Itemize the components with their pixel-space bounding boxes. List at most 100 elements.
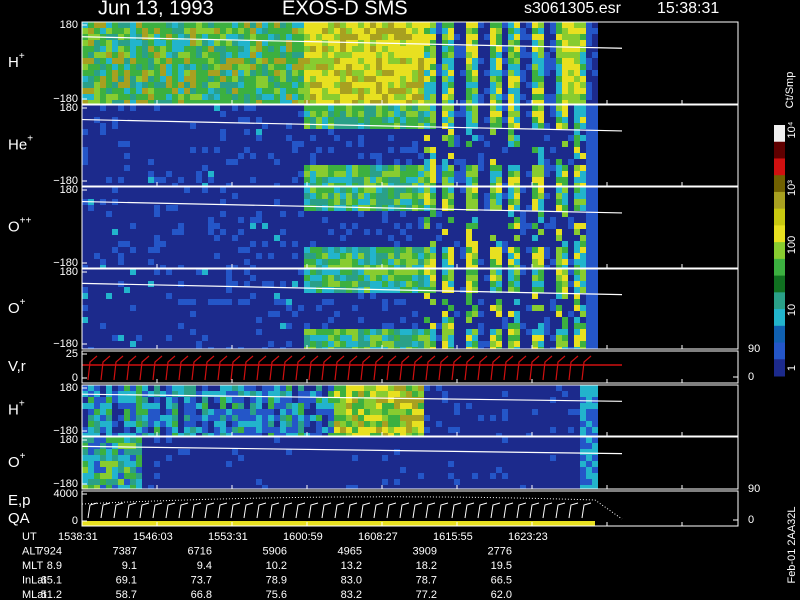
spectrogram-cell <box>586 275 592 281</box>
spectrogram-cell <box>142 341 148 347</box>
spectrogram-cell <box>550 247 556 253</box>
spectrogram-cell <box>172 165 178 171</box>
spectrogram-cell <box>508 94 514 100</box>
spectrogram-cell <box>190 76 196 82</box>
spectrogram-cell <box>460 241 466 247</box>
spectrogram-cell <box>226 88 232 94</box>
spectrogram-cell <box>526 335 532 341</box>
spectrogram-cell <box>220 82 226 88</box>
spectrogram-cell <box>358 111 364 117</box>
spectrogram-cell <box>574 22 580 28</box>
spectrogram-cell <box>496 269 502 275</box>
spectrogram-cell <box>346 165 352 171</box>
spectrogram-cell <box>484 269 490 275</box>
spectrogram-cell <box>550 111 556 117</box>
spectrogram-cell <box>244 177 250 183</box>
spectrogram-cell <box>514 111 520 117</box>
spectrogram-cell <box>448 235 454 241</box>
spectrogram-cell <box>292 165 298 171</box>
spectrogram-cell <box>514 52 520 58</box>
spectrogram-cell <box>298 335 304 341</box>
spectrogram-cell <box>268 70 274 76</box>
spectrogram-cell <box>160 153 166 159</box>
spectrogram-cell <box>100 40 106 46</box>
spectrogram-cell <box>568 177 574 183</box>
spectrogram-cell <box>586 58 592 64</box>
spectrogram-cell <box>322 28 328 34</box>
spectrogram-cell <box>358 100 364 104</box>
spectrogram-cell <box>448 159 454 165</box>
spectrogram-cell <box>274 287 280 293</box>
spectrogram-cell <box>340 34 346 40</box>
spectrogram-cell <box>418 217 424 223</box>
spectrogram-cell <box>280 223 286 229</box>
spectrogram-cell <box>148 193 154 199</box>
spectrogram-cell <box>112 183 118 186</box>
spectrogram-cell <box>532 235 538 241</box>
spectrogram-cell <box>532 253 538 259</box>
spectrogram-cell <box>100 165 106 171</box>
spectrogram-cell <box>448 323 454 329</box>
spectrogram-cell <box>244 40 250 46</box>
spectrogram-cell <box>124 259 130 265</box>
spectrogram-cell <box>250 111 256 117</box>
spectrogram-cell <box>556 100 562 104</box>
spectrogram-cell <box>526 123 532 129</box>
spectrogram-cell <box>448 40 454 46</box>
spectrogram-cell <box>376 135 382 141</box>
spectrogram-cell <box>550 335 556 341</box>
spectrogram-cell <box>322 52 328 58</box>
spectrogram-cell <box>118 165 124 171</box>
spectrogram-cell <box>454 34 460 40</box>
spectrogram-cell <box>370 329 376 335</box>
spectrogram-cell <box>166 341 172 347</box>
spectrogram-cell <box>586 253 592 259</box>
spectrogram-cell <box>550 223 556 229</box>
spectrogram-cell <box>430 70 436 76</box>
spectrogram-cell <box>274 247 280 253</box>
spectrogram-cell <box>178 347 184 349</box>
spectrogram-cell <box>238 241 244 247</box>
spectrogram-cell <box>568 165 574 171</box>
spectrogram-cell <box>160 129 166 135</box>
spectrogram-cell <box>526 177 532 183</box>
spectrogram-cell <box>436 193 442 199</box>
spectrogram-cell <box>544 265 550 268</box>
spectrogram-cell <box>388 88 394 94</box>
spectrogram-cell <box>406 34 412 40</box>
spectrogram-cell <box>514 117 520 123</box>
spectrogram-cell <box>442 141 448 147</box>
spectrogram-cell <box>550 299 556 305</box>
spectrogram-cell <box>496 165 502 171</box>
spectrogram-cell <box>340 269 346 275</box>
spectrogram-cell <box>502 177 508 183</box>
spectrogram-cell <box>316 247 322 253</box>
spectrogram-cell <box>328 171 334 177</box>
spectrogram-cell <box>292 241 298 247</box>
spectrogram-cell <box>442 193 448 199</box>
spectrogram-cell <box>538 177 544 183</box>
spectrogram-cell <box>508 211 514 217</box>
spectrogram-cell <box>580 40 586 46</box>
spectrogram-cell <box>172 421 178 427</box>
spectrogram-cell <box>124 70 130 76</box>
spectrogram-cell <box>472 183 478 186</box>
spectrogram-cell <box>418 275 424 281</box>
spectrogram-cell <box>202 311 208 317</box>
spectrogram-cell <box>148 259 154 265</box>
spectrogram-cell <box>358 329 364 335</box>
spectrogram-cell <box>478 58 484 64</box>
spectrogram-cell <box>424 341 430 347</box>
spectrogram-cell <box>502 259 508 265</box>
spectrogram-cell <box>556 247 562 253</box>
spectrogram-cell <box>274 281 280 287</box>
spectrogram-cell <box>568 241 574 247</box>
spectrogram-cell <box>256 305 262 311</box>
spectrogram-cell <box>322 40 328 46</box>
spectrogram-cell <box>460 317 466 323</box>
spectrogram-cell <box>406 159 412 165</box>
spectrogram-cell <box>160 52 166 58</box>
spectrogram-cell <box>364 46 370 52</box>
spectrogram-cell <box>346 123 352 129</box>
spectrogram-cell <box>370 52 376 58</box>
